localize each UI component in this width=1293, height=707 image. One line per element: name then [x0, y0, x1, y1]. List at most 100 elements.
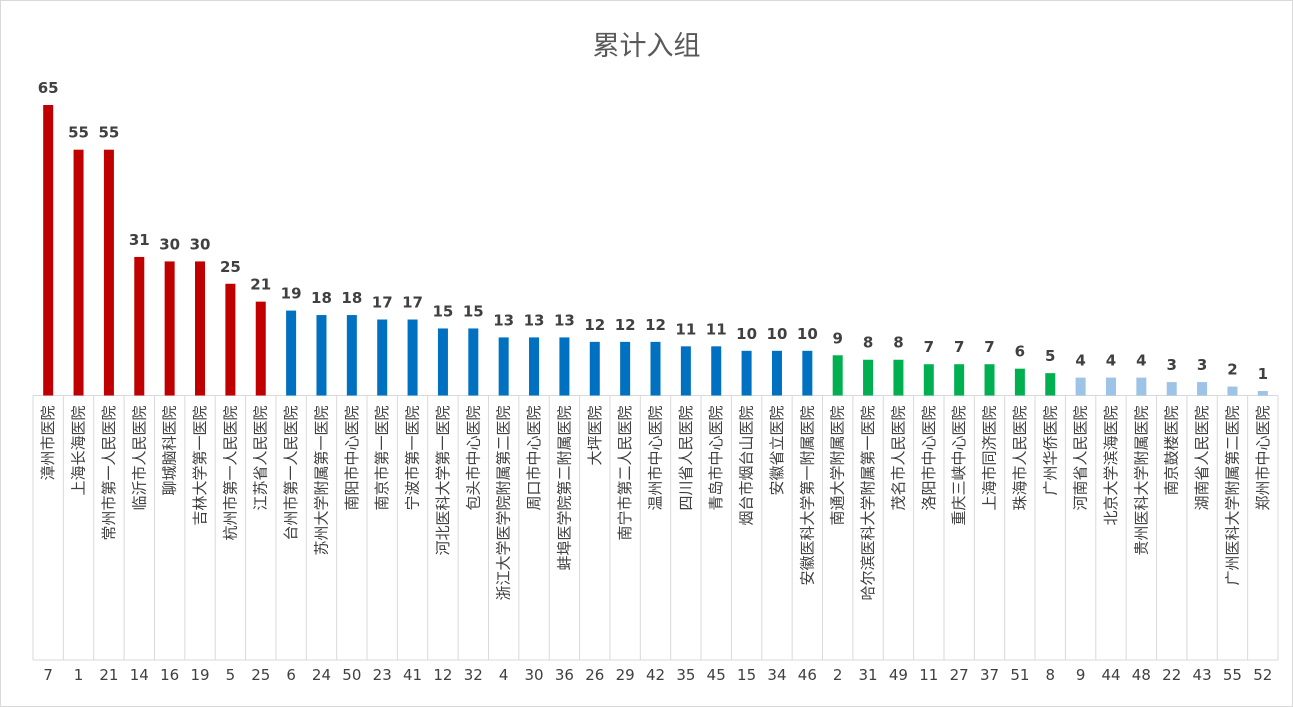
data-label: 10: [797, 325, 818, 343]
data-label: 25: [220, 258, 241, 276]
category-label: 上海长海医院: [70, 406, 88, 496]
category-label: 吉林大学第一医院: [191, 406, 209, 526]
category-label: 安徽医科大学第一附属医院: [798, 406, 816, 586]
bar: [923, 364, 934, 396]
category-label: 湖南省人民医院: [1193, 406, 1211, 511]
category-label: 河北医科大学第一医院: [434, 406, 452, 556]
category-label: 南京鼓楼医院: [1163, 406, 1181, 496]
bar: [164, 261, 175, 396]
data-label: 30: [159, 235, 180, 253]
bar: [741, 350, 752, 396]
bar: [255, 301, 266, 396]
site-id-label: 19: [190, 666, 209, 684]
bar: [407, 319, 418, 396]
category-label: 贵州医科大学附属医院: [1132, 406, 1150, 556]
data-label: 11: [675, 320, 696, 338]
data-label: 2: [1227, 361, 1237, 379]
category-label: 哈尔滨医科大学附属第一医院: [859, 406, 877, 601]
data-label: 65: [38, 79, 59, 97]
data-label: 15: [433, 302, 454, 320]
site-id-label: 14: [130, 666, 149, 684]
site-id-label: 52: [1253, 666, 1272, 684]
data-label: 8: [863, 334, 873, 352]
category-label: 温州市中心医院: [647, 406, 665, 511]
site-id-label: 2: [833, 666, 843, 684]
data-label: 15: [463, 302, 484, 320]
site-id-label: 46: [798, 666, 817, 684]
bar: [498, 337, 509, 396]
site-id-label: 23: [373, 666, 392, 684]
bar: [1257, 391, 1268, 396]
bar: [1105, 377, 1116, 396]
data-label: 7: [984, 338, 994, 356]
bar: [377, 319, 388, 396]
data-label: 4: [1136, 352, 1146, 370]
site-id-label: 48: [1132, 666, 1151, 684]
data-label: 12: [615, 316, 636, 334]
category-label: 常州市第一人民医院: [100, 406, 118, 541]
category-label: 大坪医院: [586, 406, 604, 466]
category-label: 河南省人民医院: [1072, 406, 1090, 511]
site-id-label: 8: [1045, 666, 1055, 684]
bar: [103, 149, 114, 396]
category-label: 苏州大学附属第一医院: [312, 406, 330, 556]
site-id-label: 37: [980, 666, 999, 684]
site-id-label: 49: [889, 666, 908, 684]
site-id-label: 7: [43, 666, 53, 684]
bar: [529, 337, 540, 396]
category-label: 茂名市人民医院: [889, 406, 907, 511]
data-label: 3: [1197, 356, 1207, 374]
site-id-label: 9: [1076, 666, 1086, 684]
category-label: 洛阳市中心医院: [920, 406, 938, 511]
category-label: 重庆三峡中心医院: [950, 406, 968, 526]
bar: [1045, 373, 1056, 396]
site-id-label: 44: [1101, 666, 1120, 684]
category-label: 北京大学滨海医院: [1102, 406, 1120, 526]
data-label: 11: [706, 320, 727, 338]
site-id-label: 4: [499, 666, 509, 684]
bar: [620, 341, 631, 396]
data-label: 12: [584, 316, 605, 334]
category-label: 南京市第一医院: [373, 406, 391, 511]
bar: [346, 315, 357, 396]
data-label: 13: [493, 311, 514, 329]
category-label: 聊城脑科医院: [161, 406, 179, 496]
bar: [1136, 377, 1147, 396]
data-label: 6: [1015, 343, 1025, 361]
bar: [73, 149, 84, 396]
category-label: 宁波市第一医院: [404, 406, 422, 511]
data-label: 18: [341, 289, 362, 307]
category-label: 台州市第一人民医院: [282, 406, 300, 541]
site-id-label: 15: [737, 666, 756, 684]
data-label: 10: [736, 325, 757, 343]
site-id-label: 27: [950, 666, 969, 684]
site-id-label: 26: [585, 666, 604, 684]
data-label: 17: [372, 294, 393, 312]
site-id-label: 22: [1162, 666, 1181, 684]
bar: [802, 350, 813, 396]
site-id-label: 42: [646, 666, 665, 684]
bar: [1075, 377, 1086, 396]
site-id-label: 45: [707, 666, 726, 684]
category-label: 烟台市烟台山医院: [738, 406, 756, 526]
data-label: 7: [924, 338, 934, 356]
bar: [468, 328, 479, 396]
site-id-label: 55: [1223, 666, 1242, 684]
category-label: 蚌埠医学院第二附属医院: [555, 406, 573, 571]
category-label: 南阳市中心医院: [343, 406, 361, 511]
data-label: 55: [68, 124, 89, 142]
bar: [316, 315, 327, 396]
data-label: 9: [832, 329, 842, 347]
bar: [43, 105, 54, 396]
category-label: 南通大学附属医院: [829, 406, 847, 526]
data-label: 12: [645, 316, 666, 334]
data-label: 3: [1167, 356, 1177, 374]
bar: [1227, 386, 1238, 396]
category-label: 南宁市第二人民医院: [616, 406, 634, 541]
data-label: 18: [311, 289, 332, 307]
bar: [893, 359, 904, 396]
category-label: 上海市同济医院: [981, 406, 999, 511]
site-id-label: 21: [99, 666, 118, 684]
bar: [1197, 382, 1208, 396]
